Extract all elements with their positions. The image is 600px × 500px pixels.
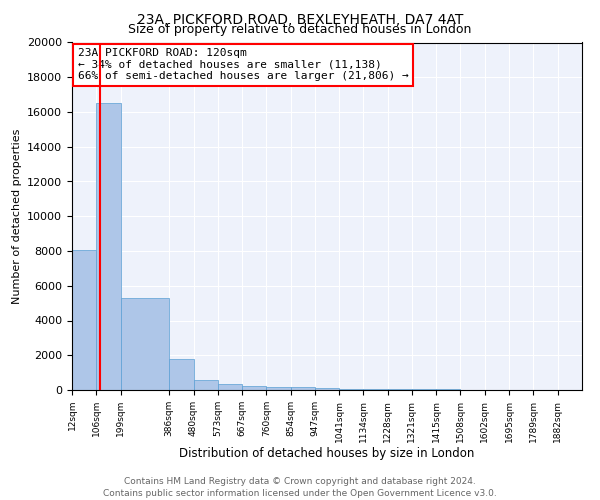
Bar <box>315 388 339 390</box>
X-axis label: Distribution of detached houses by size in London: Distribution of detached houses by size … <box>179 448 475 460</box>
Bar <box>194 380 218 390</box>
Bar <box>339 388 364 390</box>
Bar <box>169 358 194 390</box>
Bar <box>121 298 169 390</box>
Bar <box>242 386 266 390</box>
Bar <box>388 389 412 390</box>
Text: Contains HM Land Registry data © Crown copyright and database right 2024.
Contai: Contains HM Land Registry data © Crown c… <box>103 476 497 498</box>
Bar <box>290 388 315 390</box>
Y-axis label: Number of detached properties: Number of detached properties <box>11 128 22 304</box>
Text: Size of property relative to detached houses in London: Size of property relative to detached ho… <box>128 24 472 36</box>
Bar <box>218 384 242 390</box>
Text: 23A PICKFORD ROAD: 120sqm
← 34% of detached houses are smaller (11,138)
66% of s: 23A PICKFORD ROAD: 120sqm ← 34% of detac… <box>77 48 409 82</box>
Bar <box>72 250 97 390</box>
Bar <box>97 104 121 390</box>
Bar <box>266 386 290 390</box>
Text: 23A, PICKFORD ROAD, BEXLEYHEATH, DA7 4AT: 23A, PICKFORD ROAD, BEXLEYHEATH, DA7 4AT <box>137 12 463 26</box>
Bar <box>364 389 388 390</box>
